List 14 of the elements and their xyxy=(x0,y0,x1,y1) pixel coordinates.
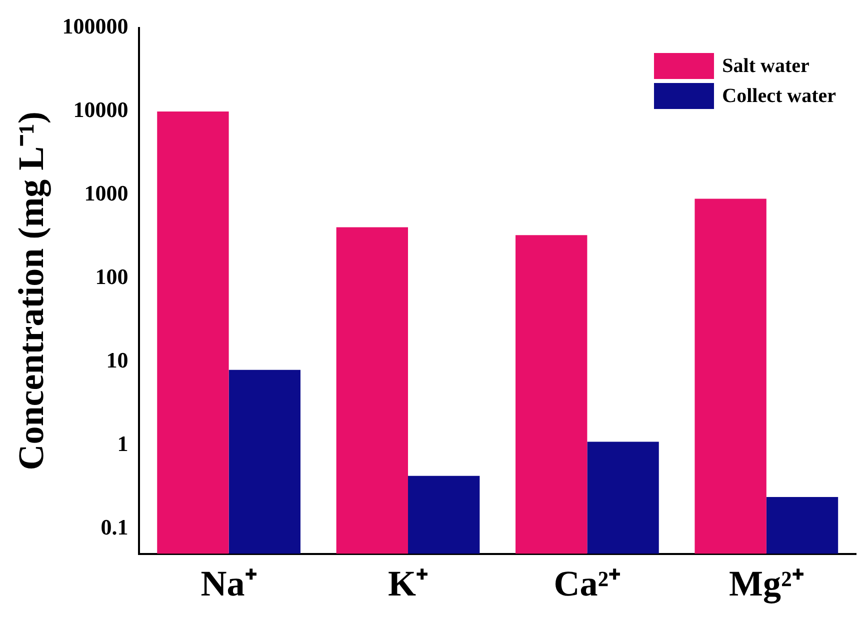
x-tick-label: Mg²⁺ xyxy=(729,564,804,604)
x-tick-label: Na⁺ xyxy=(200,564,257,604)
y-tick-label: 1000 xyxy=(84,180,128,206)
x-tick-label: Ca²⁺ xyxy=(554,564,621,604)
y-tick-label: 10 xyxy=(106,347,128,372)
legend-label: Collect water xyxy=(722,84,836,108)
y-tick-label: 10000 xyxy=(73,97,128,122)
y-axis-title: Concentration (mg L⁻¹) xyxy=(10,112,51,470)
y-tick-label: 100 xyxy=(95,264,128,290)
y-tick-label: 100000 xyxy=(62,14,128,39)
legend-label: Salt water xyxy=(722,54,810,78)
y-tick-label: 1 xyxy=(117,430,128,456)
x-tick-label: K⁺ xyxy=(388,564,428,604)
y-tick-label: 0.1 xyxy=(100,514,128,540)
